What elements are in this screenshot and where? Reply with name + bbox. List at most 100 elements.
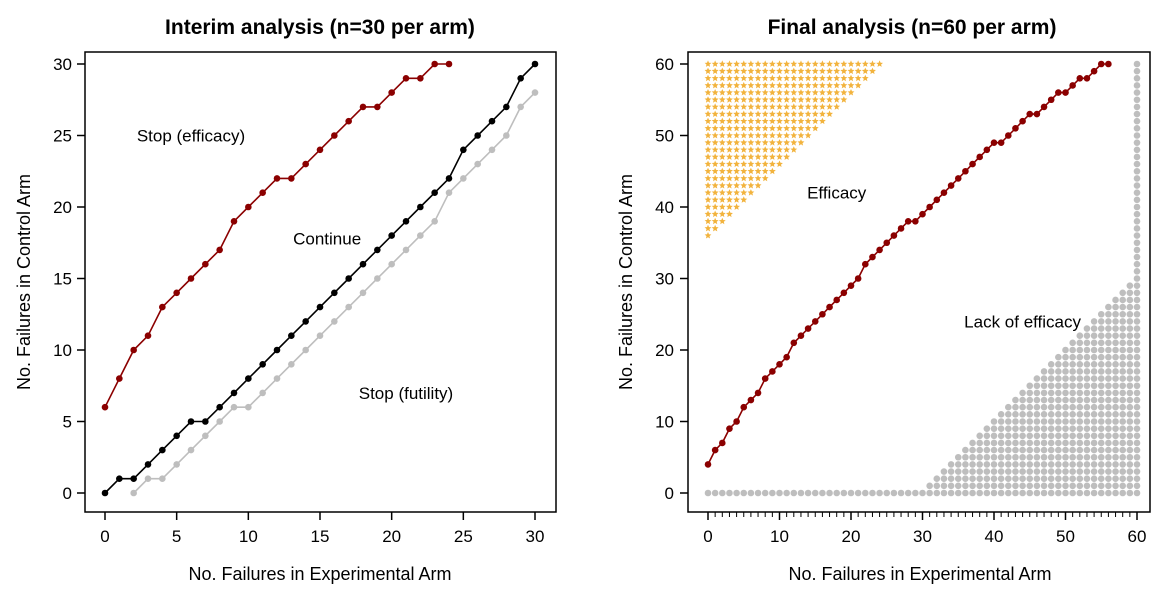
lack-of-efficacy-point [1090,325,1098,332]
lack-of-efficacy-point [1026,453,1034,461]
efficacy-point [783,139,791,146]
efficacy-point [718,167,726,175]
efficacy-point [811,110,819,117]
lack-of-efficacy-point [1105,375,1112,382]
efficacy-point [711,189,719,196]
lack-of-efficacy-point [969,482,976,490]
lack-of-efficacy-point [940,475,948,483]
efficacy-point [776,146,783,153]
lack-of-efficacy-point [1076,489,1084,497]
data-point-red [116,375,123,382]
data-point-grey [245,403,252,411]
efficacy-point [733,60,740,67]
lack-of-efficacy-point [1097,332,1105,340]
data-point-red [990,139,998,146]
lack-of-efficacy-point [1112,318,1119,325]
lack-of-efficacy-point [1040,411,1048,418]
efficacy-point [797,124,805,132]
lack-of-efficacy-point [754,489,762,497]
efficacy-point [747,81,755,89]
lack-of-efficacy-point [1090,418,1098,425]
lack-of-efficacy-point [1090,318,1098,325]
lack-of-efficacy-point [976,468,983,475]
lack-of-efficacy-point [1055,375,1062,382]
efficacy-point [726,146,733,153]
lack-of-efficacy-point [1097,482,1105,490]
efficacy-point [761,117,769,125]
data-point-red [216,246,223,254]
efficacy-point [733,131,740,139]
lack-of-efficacy-point [997,482,1005,490]
final-y-axis-label: No. Failures in Control Arm [616,174,636,390]
lack-of-efficacy-point [1062,375,1069,382]
data-point-red [101,403,109,411]
lack-of-efficacy-point [1012,453,1019,461]
lack-of-efficacy-point [1019,418,1026,425]
efficacy-point [826,74,833,82]
efficacy-point [711,117,719,125]
lack-of-efficacy-point [1133,67,1141,75]
efficacy-point [840,96,848,103]
lack-of-efficacy-point [1133,260,1141,268]
lack-of-efficacy-point [990,439,998,447]
lack-of-efficacy-point [1133,218,1141,225]
efficacy-point [811,117,819,125]
efficacy-point [761,139,769,146]
efficacy-point [776,74,783,82]
efficacy-point [776,96,783,103]
efficacy-point [733,160,740,167]
lack-of-efficacy-point [1040,468,1048,475]
lack-of-efficacy-point [1126,475,1134,483]
efficacy-point [783,96,791,103]
data-point-red [1012,125,1019,132]
lack-of-efficacy-point [733,489,740,497]
efficacy-point [711,160,719,167]
lack-of-efficacy-point [1062,389,1069,397]
efficacy-point [761,124,769,132]
lack-of-efficacy-point [1083,475,1091,483]
lack-of-efficacy-point [1076,475,1084,483]
lack-of-efficacy-point [1047,425,1055,432]
lack-of-efficacy-point [1047,396,1055,404]
lack-of-efficacy-point [1047,375,1055,382]
lack-of-efficacy-point [1126,296,1134,304]
lack-of-efficacy-point [797,489,805,497]
lack-of-efficacy-point [997,453,1005,461]
efficacy-point [704,224,712,232]
lack-of-efficacy-point [1055,453,1062,461]
data-point-grey [517,103,524,111]
efficacy-point [783,124,791,132]
lack-of-efficacy-point [1062,482,1069,490]
lack-of-efficacy-point [1062,475,1069,483]
efficacy-point [833,74,841,82]
data-point-red [919,210,926,218]
lack-of-efficacy-point [1012,446,1019,454]
lack-of-efficacy-point [1119,346,1126,354]
lack-of-efficacy-point [1055,368,1062,375]
efficacy-point [804,60,812,67]
lack-of-efficacy-point [1126,389,1134,397]
efficacy-point [711,139,719,146]
x-tick-label: 25 [454,527,473,546]
efficacy-point [804,117,812,125]
lack-of-efficacy-point [1033,453,1041,461]
lack-of-efficacy-point [1097,418,1105,425]
lack-of-efficacy-point [1097,310,1105,318]
efficacy-point [711,203,719,210]
data-point-black [531,60,539,68]
lack-of-efficacy-point [1026,403,1034,411]
lack-of-efficacy-point [1133,153,1141,161]
lack-of-efficacy-point [1012,403,1019,411]
lack-of-efficacy-point [1069,353,1076,361]
final-panel: Final analysis (n=60 per arm) 0 10 20 30 40 5… [616,16,1151,584]
lack-of-efficacy-point [1083,332,1091,340]
data-point-red [869,253,876,261]
data-point-black [417,203,424,211]
lack-of-efficacy-point [1126,418,1134,425]
lack-of-efficacy-point [1112,439,1119,447]
efficacy-point [797,110,805,117]
lack-of-efficacy-point [1047,432,1055,440]
lack-of-efficacy-point [1076,382,1084,390]
lack-of-efficacy-point [1112,425,1119,432]
data-point-grey [230,403,238,411]
